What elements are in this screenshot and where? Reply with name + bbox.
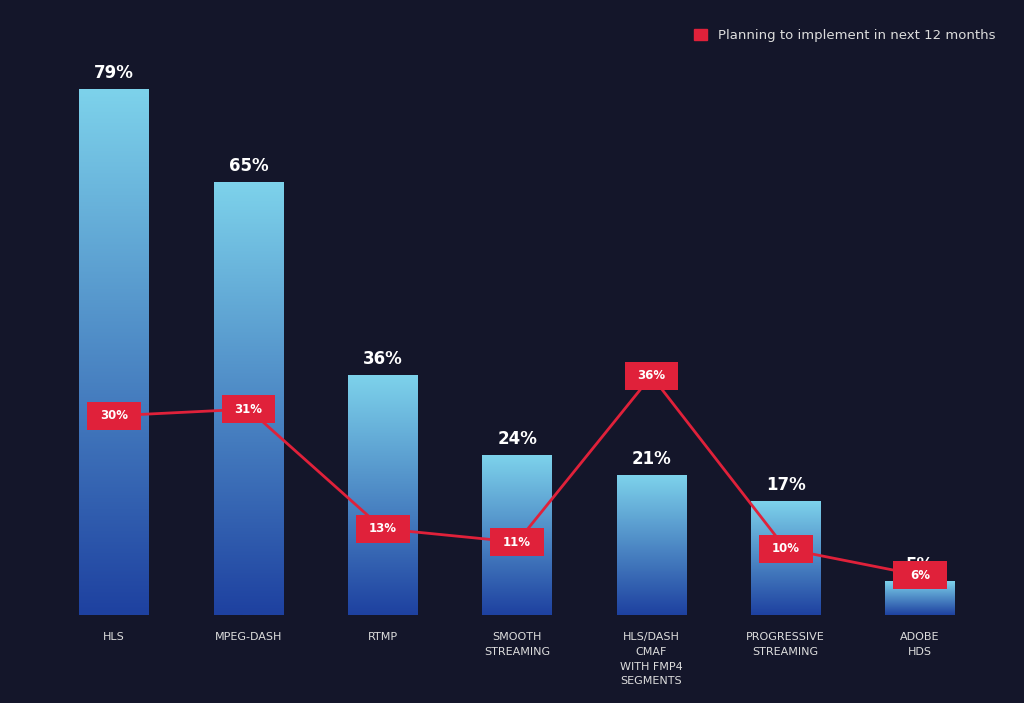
- Text: 65%: 65%: [228, 157, 268, 175]
- Text: 36%: 36%: [362, 350, 402, 368]
- Text: 36%: 36%: [637, 369, 666, 382]
- FancyBboxPatch shape: [490, 528, 544, 556]
- Text: 5%: 5%: [906, 556, 934, 574]
- Text: 11%: 11%: [503, 536, 531, 548]
- FancyBboxPatch shape: [893, 562, 947, 589]
- Text: 10%: 10%: [772, 542, 800, 555]
- Text: 79%: 79%: [94, 64, 134, 82]
- Text: 13%: 13%: [369, 522, 397, 535]
- Text: 30%: 30%: [100, 409, 128, 423]
- FancyBboxPatch shape: [221, 395, 275, 423]
- FancyBboxPatch shape: [356, 515, 410, 543]
- Text: 6%: 6%: [910, 569, 930, 582]
- Text: 31%: 31%: [234, 403, 262, 415]
- Text: 24%: 24%: [498, 430, 537, 448]
- FancyBboxPatch shape: [87, 402, 141, 430]
- Text: 21%: 21%: [632, 450, 672, 467]
- Legend: Planning to implement in next 12 months: Planning to implement in next 12 months: [689, 23, 1000, 47]
- Text: 17%: 17%: [766, 476, 806, 494]
- FancyBboxPatch shape: [625, 362, 678, 389]
- FancyBboxPatch shape: [759, 535, 813, 562]
